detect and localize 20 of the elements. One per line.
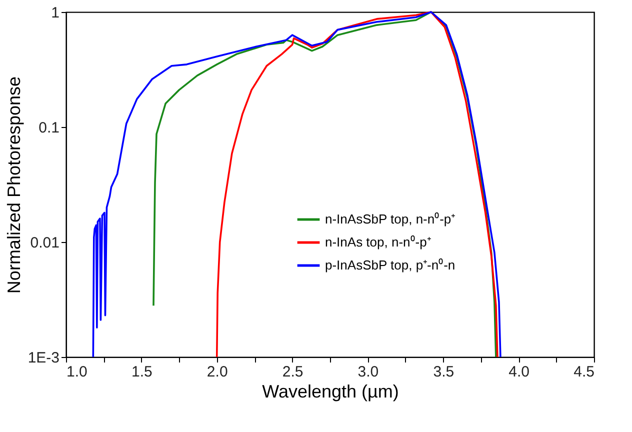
y-axis-title: Normalized Photoresponse (4, 76, 24, 294)
line-series (152, 11, 497, 358)
x-tick-label: 2.0 (206, 364, 228, 380)
y-tick-label: 1E-3 (28, 350, 60, 366)
y-tick-label: 0.1 (38, 120, 60, 136)
x-tick-label: 3.0 (358, 364, 379, 380)
x-tick-label: 2.5 (282, 364, 304, 380)
line-series (216, 11, 498, 358)
x-tick-label: 1.0 (66, 364, 88, 380)
x-tick-label: 4.5 (574, 364, 594, 380)
line-series (92, 11, 502, 358)
x-tick-label: 1.5 (132, 364, 152, 380)
x-axis-title: Wavelength (µm) (262, 382, 399, 402)
y-tick-label: 1 (51, 4, 60, 22)
legend-label: n-InAsSbP top, n-n⁰-p⁺ (325, 212, 456, 226)
legend-label: n-InAs top, n-n⁰-p⁺ (325, 234, 431, 250)
x-tick-label: 4.0 (508, 364, 530, 380)
y-tick-label: 0.01 (30, 234, 60, 252)
x-tick-label: 3.5 (433, 364, 454, 380)
legend-label: p-InAsSbP top, p⁺-n⁰-n (325, 258, 456, 272)
